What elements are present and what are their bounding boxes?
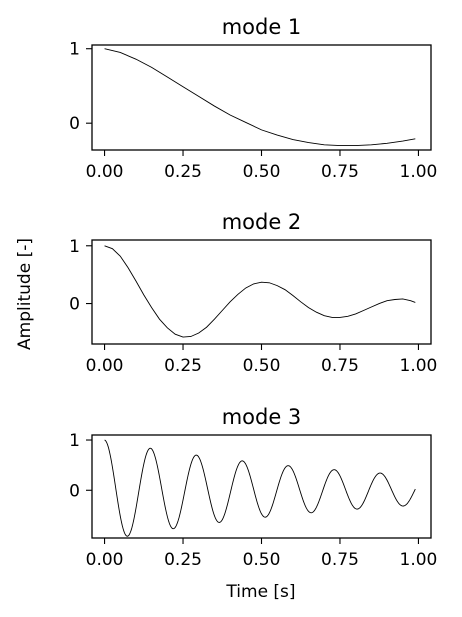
figure-xlabel: Time [s] (225, 582, 295, 602)
y-tick-label: 0 (69, 481, 80, 501)
y-tick-label: 0 (69, 114, 80, 134)
x-tick-label: 0.00 (86, 356, 124, 376)
y-tick-label: 1 (69, 237, 80, 257)
x-tick-label: 0.50 (243, 550, 281, 570)
subplot-2-title: mode 2 (222, 210, 302, 234)
subplots: mode 1 0.00 0.25 0.50 0.75 1.00 0 1 mode 2 0.00 0.… (69, 15, 437, 570)
x-tick-label: 0.25 (164, 356, 202, 376)
y-tick-label: 1 (69, 40, 80, 60)
x-tick-label: 0.25 (164, 550, 202, 570)
subplot-1-title: mode 1 (222, 15, 302, 39)
subplot-1: mode 1 0.00 0.25 0.50 0.75 1.00 0 1 (69, 15, 437, 182)
y-tick-label: 1 (69, 431, 80, 451)
subplot-3-series-line (104, 439, 416, 537)
x-tick-label: 1.00 (400, 550, 438, 570)
x-tick-label: 0.00 (86, 550, 124, 570)
x-tick-label: 0.50 (243, 162, 281, 182)
figure-ylabel: Amplitude [-] (15, 238, 35, 350)
subplot-1-series-line (104, 48, 416, 146)
x-tick-label: 0.75 (321, 356, 359, 376)
subplot-2: mode 2 0.00 0.25 0.50 0.75 1.00 0 1 (69, 210, 437, 376)
x-tick-label: 0.75 (321, 550, 359, 570)
x-tick-label: 1.00 (400, 356, 438, 376)
subplot-3: mode 3 0.00 0.25 0.50 0.75 1.00 0 1 (69, 405, 437, 570)
x-tick-label: 0.25 (164, 162, 202, 182)
subplot-2-axes-frame (91, 239, 432, 345)
x-tick-label: 0.00 (86, 162, 124, 182)
subplot-3-title: mode 3 (222, 405, 302, 429)
subplot-2-series-line (104, 245, 416, 338)
y-tick-label: 0 (69, 295, 80, 315)
x-tick-label: 0.50 (243, 356, 281, 376)
subplot-3-axes-frame (91, 434, 432, 539)
subplot-1-axes-frame (91, 44, 432, 151)
x-tick-label: 0.75 (321, 162, 359, 182)
x-tick-label: 1.00 (400, 162, 438, 182)
